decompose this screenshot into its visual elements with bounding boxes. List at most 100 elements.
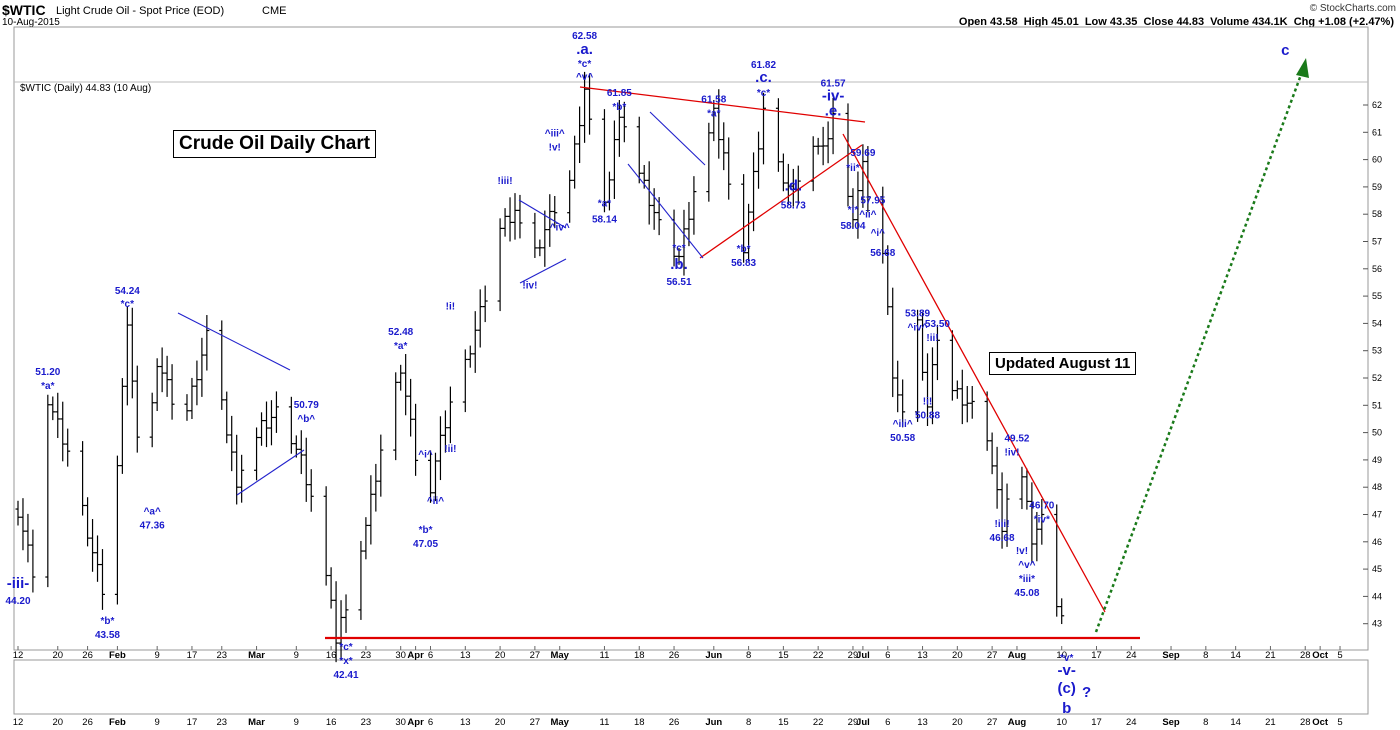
x-tick-label: 6 (428, 717, 433, 728)
x-tick-label: 24 (1126, 717, 1137, 728)
x-tick-label: 20 (495, 717, 506, 728)
wave-label: 49.52 (1004, 434, 1029, 445)
x-tick-label: Aug (1008, 717, 1027, 728)
x-tick-label: Apr (407, 717, 424, 728)
projection-arrow-line (1094, 71, 1304, 633)
wave-label: 42.41 (334, 670, 359, 681)
wave-label: *c* (578, 59, 591, 70)
x-tick-label: 26 (82, 650, 93, 661)
wave-label: 56.83 (731, 258, 756, 269)
x-tick-label: 13 (917, 650, 928, 661)
header-name: Light Crude Oil - Spot Price (EOD) (56, 5, 225, 17)
wave-label: -v- (1057, 662, 1075, 679)
x-tick-label: Apr (407, 650, 424, 661)
y-tick-label: 45 (1372, 564, 1382, 574)
x-tick-label: 16 (326, 650, 337, 661)
wave-label: 47.05 (413, 539, 438, 550)
y-tick-label: 54 (1372, 318, 1382, 328)
price-panel-frame (13, 26, 1369, 651)
x-tick-label: Mar (248, 650, 265, 661)
x-tick-label: 26 (82, 717, 93, 728)
x-tick-label: 16 (326, 717, 337, 728)
x-tick-label: Aug (1008, 650, 1027, 661)
x-tick-label: 21 (1265, 717, 1276, 728)
chart-title-box: Crude Oil Daily Chart (173, 130, 377, 158)
y-tick-label: 46 (1372, 537, 1382, 547)
x-tick-label: 15 (778, 717, 789, 728)
x-tick-label: 11 (600, 717, 610, 728)
x-tick-label: 20 (52, 650, 63, 661)
wave-label: 59.69 (850, 148, 875, 159)
x-tick-label: 8 (1203, 717, 1208, 728)
x-tick-label: 26 (669, 650, 680, 661)
x-tick-label: Sep (1162, 717, 1180, 728)
wave-label: 58.73 (781, 200, 806, 211)
wave-label: .d. (785, 177, 803, 194)
header-brand: © StockCharts.com (1309, 3, 1396, 14)
y-tick-label: 55 (1372, 291, 1382, 301)
header-symbol: $WTIC (2, 2, 46, 18)
y-tick-label: 49 (1372, 455, 1382, 465)
wave-label: 57.95 (860, 196, 885, 207)
wave-label: !v! (549, 143, 561, 154)
x-tick-label: 20 (495, 650, 506, 661)
y-tick-label: 57 (1372, 237, 1382, 247)
wave-label: *c* (121, 299, 134, 310)
x-tick-label: 11 (600, 650, 610, 661)
x-tick-label: 26 (669, 717, 680, 728)
x-tick-label: 6 (885, 717, 890, 728)
projection-arrow-head (1296, 58, 1309, 78)
x-tick-label: 8 (746, 650, 751, 661)
x-tick-label: 10 (1056, 650, 1067, 661)
x-tick-label: Jun (705, 650, 722, 661)
x-tick-label: Feb (109, 650, 126, 661)
wave-label: 58.14 (592, 214, 617, 225)
x-tick-label: 6 (885, 650, 890, 661)
wave-label: !ii! (926, 333, 938, 344)
y-tick-label: 62 (1372, 100, 1382, 110)
x-tick-label: Feb (109, 717, 126, 728)
wave-label: *v* (1060, 653, 1073, 664)
flag-upper-line (518, 199, 567, 229)
flag-lower-line (519, 258, 567, 284)
x-tick-label: 27 (530, 717, 541, 728)
wave-label: 45.08 (1014, 588, 1039, 599)
wave-label: 56.51 (666, 277, 691, 288)
x-tick-label: May (550, 650, 569, 661)
x-tick-label: 29 (848, 650, 859, 661)
wave-label: ^a^ (144, 507, 161, 518)
x-tick-label: 9 (294, 650, 299, 661)
x-tick-label: 27 (530, 650, 541, 661)
x-tick-label: 9 (155, 650, 160, 661)
x-tick-label: 5 (1337, 717, 1342, 728)
wave-label: 62.58 (572, 31, 597, 42)
price-legend: $WTIC (Daily) 44.83 (10 Aug) (20, 83, 152, 94)
wave-label: 58.04 (840, 221, 865, 232)
wave-label: *c* (339, 642, 352, 653)
wave-label: 52.48 (388, 327, 413, 338)
wave-label: 51.20 (35, 367, 60, 378)
x-tick-label: Oct (1312, 650, 1329, 661)
wave-label: 61.57 (821, 79, 846, 90)
x-tick-label: 27 (987, 650, 998, 661)
wave-label: !iii! (995, 519, 1010, 530)
updated-box: Updated August 11 (989, 352, 1137, 375)
x-tick-label: May (550, 717, 569, 728)
wave-label: ^iv^ (550, 222, 570, 233)
wave-label: *a* (394, 341, 407, 352)
wave-label: 50.58 (890, 433, 915, 444)
y-tick-label: 59 (1372, 182, 1382, 192)
triangle-lower-line (699, 144, 863, 259)
wave-label: 46.68 (990, 533, 1015, 544)
wave-label: ^iii^ (893, 419, 913, 430)
wave-label: .b. (670, 256, 688, 273)
wave-label: ? (1082, 684, 1091, 701)
y-tick-label: 50 (1372, 428, 1382, 438)
wave-label: *c* (757, 88, 770, 99)
x-tick-label: Sep (1162, 650, 1180, 661)
x-tick-label: Mar (248, 717, 265, 728)
y-tick-label: 53 (1372, 346, 1382, 356)
wedge-upper-line (177, 312, 291, 371)
wave-label: *b* (737, 244, 751, 255)
